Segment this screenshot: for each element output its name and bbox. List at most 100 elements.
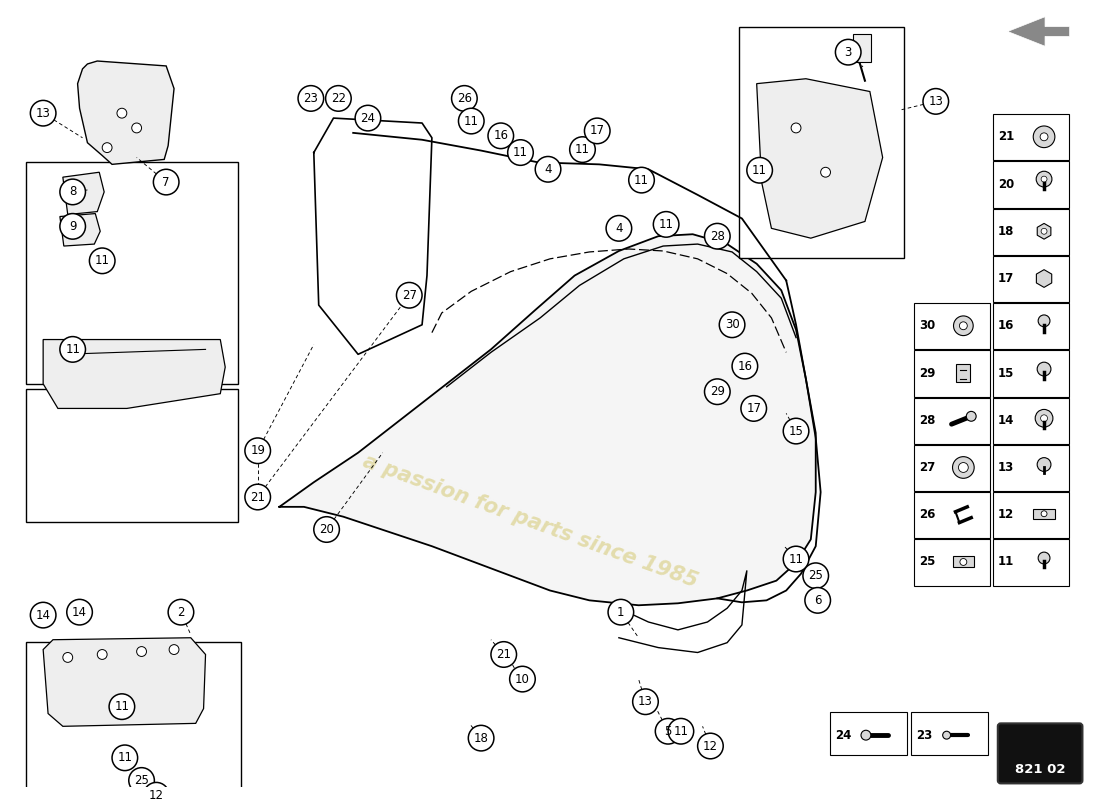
Text: 20: 20 — [998, 178, 1014, 190]
Circle shape — [783, 546, 808, 572]
Text: 11: 11 — [513, 146, 528, 159]
Text: 30: 30 — [920, 319, 935, 332]
Circle shape — [168, 599, 194, 625]
Bar — [993, 445, 1069, 491]
Circle shape — [923, 89, 948, 114]
Circle shape — [697, 734, 723, 758]
FancyBboxPatch shape — [998, 723, 1082, 783]
Text: 6: 6 — [814, 594, 822, 607]
Circle shape — [1037, 362, 1050, 376]
Circle shape — [608, 599, 634, 625]
Bar — [26, 642, 241, 797]
Circle shape — [89, 248, 116, 274]
Text: 13: 13 — [998, 461, 1014, 474]
Circle shape — [129, 768, 154, 794]
Text: 21: 21 — [998, 130, 1014, 143]
Text: 11: 11 — [998, 555, 1014, 569]
Circle shape — [136, 646, 146, 657]
Circle shape — [396, 282, 422, 308]
Text: 28: 28 — [920, 414, 935, 426]
Circle shape — [355, 106, 381, 131]
Text: 19: 19 — [250, 444, 265, 458]
Circle shape — [783, 418, 808, 444]
Text: 15: 15 — [789, 425, 803, 438]
Circle shape — [31, 100, 56, 126]
Circle shape — [668, 718, 694, 744]
Bar — [914, 303, 990, 350]
Bar — [993, 350, 1069, 397]
Bar — [914, 539, 990, 586]
Text: 11: 11 — [95, 254, 110, 267]
Bar — [993, 398, 1069, 444]
Text: 29: 29 — [920, 366, 935, 379]
Bar — [993, 209, 1069, 255]
Text: 14: 14 — [35, 609, 51, 622]
Text: 1: 1 — [617, 606, 625, 618]
Text: 16: 16 — [998, 319, 1014, 332]
Circle shape — [943, 731, 950, 739]
Text: 16: 16 — [737, 360, 752, 373]
Text: 9: 9 — [69, 220, 76, 233]
Bar — [993, 256, 1069, 302]
Text: a passion for parts since 1985: a passion for parts since 1985 — [360, 451, 701, 592]
Text: 25: 25 — [134, 774, 148, 787]
Text: 28: 28 — [710, 230, 725, 242]
Circle shape — [102, 142, 112, 153]
Polygon shape — [1036, 270, 1052, 287]
Circle shape — [747, 158, 772, 183]
Circle shape — [791, 123, 801, 133]
Text: 12: 12 — [703, 739, 718, 753]
Circle shape — [803, 563, 828, 589]
Bar — [993, 303, 1069, 350]
Circle shape — [488, 123, 514, 149]
Circle shape — [570, 137, 595, 162]
Polygon shape — [43, 638, 206, 726]
Polygon shape — [1008, 17, 1069, 46]
Text: 4: 4 — [615, 222, 623, 235]
Text: 10: 10 — [515, 673, 530, 686]
Bar — [1033, 509, 1055, 518]
Circle shape — [459, 108, 484, 134]
Polygon shape — [43, 339, 225, 409]
Text: 11: 11 — [65, 343, 80, 356]
Text: 7: 7 — [163, 175, 169, 189]
Circle shape — [109, 694, 134, 719]
Text: 12: 12 — [998, 508, 1014, 522]
Circle shape — [704, 379, 730, 405]
Circle shape — [508, 140, 534, 166]
Text: 13: 13 — [35, 106, 51, 120]
Text: 11: 11 — [789, 553, 803, 566]
Text: 11: 11 — [634, 174, 649, 186]
Bar — [957, 364, 970, 382]
Circle shape — [1041, 133, 1048, 141]
Bar — [993, 162, 1069, 208]
Circle shape — [1036, 171, 1052, 187]
Circle shape — [1033, 126, 1055, 148]
Circle shape — [741, 396, 767, 422]
Text: 17: 17 — [998, 272, 1014, 285]
Bar — [993, 539, 1069, 586]
Circle shape — [169, 645, 179, 654]
Text: 15: 15 — [998, 366, 1014, 379]
Bar — [953, 556, 975, 567]
Circle shape — [704, 223, 730, 249]
Circle shape — [656, 718, 681, 744]
Bar — [26, 389, 238, 522]
Circle shape — [835, 39, 861, 65]
Text: 2: 2 — [177, 606, 185, 618]
Circle shape — [960, 558, 967, 566]
Text: 13: 13 — [928, 95, 943, 108]
Text: 30: 30 — [725, 318, 739, 331]
Text: 27: 27 — [402, 289, 417, 302]
Circle shape — [1041, 228, 1047, 234]
Text: 12: 12 — [148, 789, 164, 800]
Text: 18: 18 — [998, 225, 1014, 238]
Bar — [854, 34, 871, 62]
Text: 23: 23 — [304, 92, 318, 105]
Text: 4: 4 — [544, 162, 552, 176]
Circle shape — [31, 602, 56, 628]
Circle shape — [67, 599, 92, 625]
Circle shape — [584, 118, 610, 144]
Circle shape — [59, 337, 86, 362]
Circle shape — [966, 411, 976, 422]
